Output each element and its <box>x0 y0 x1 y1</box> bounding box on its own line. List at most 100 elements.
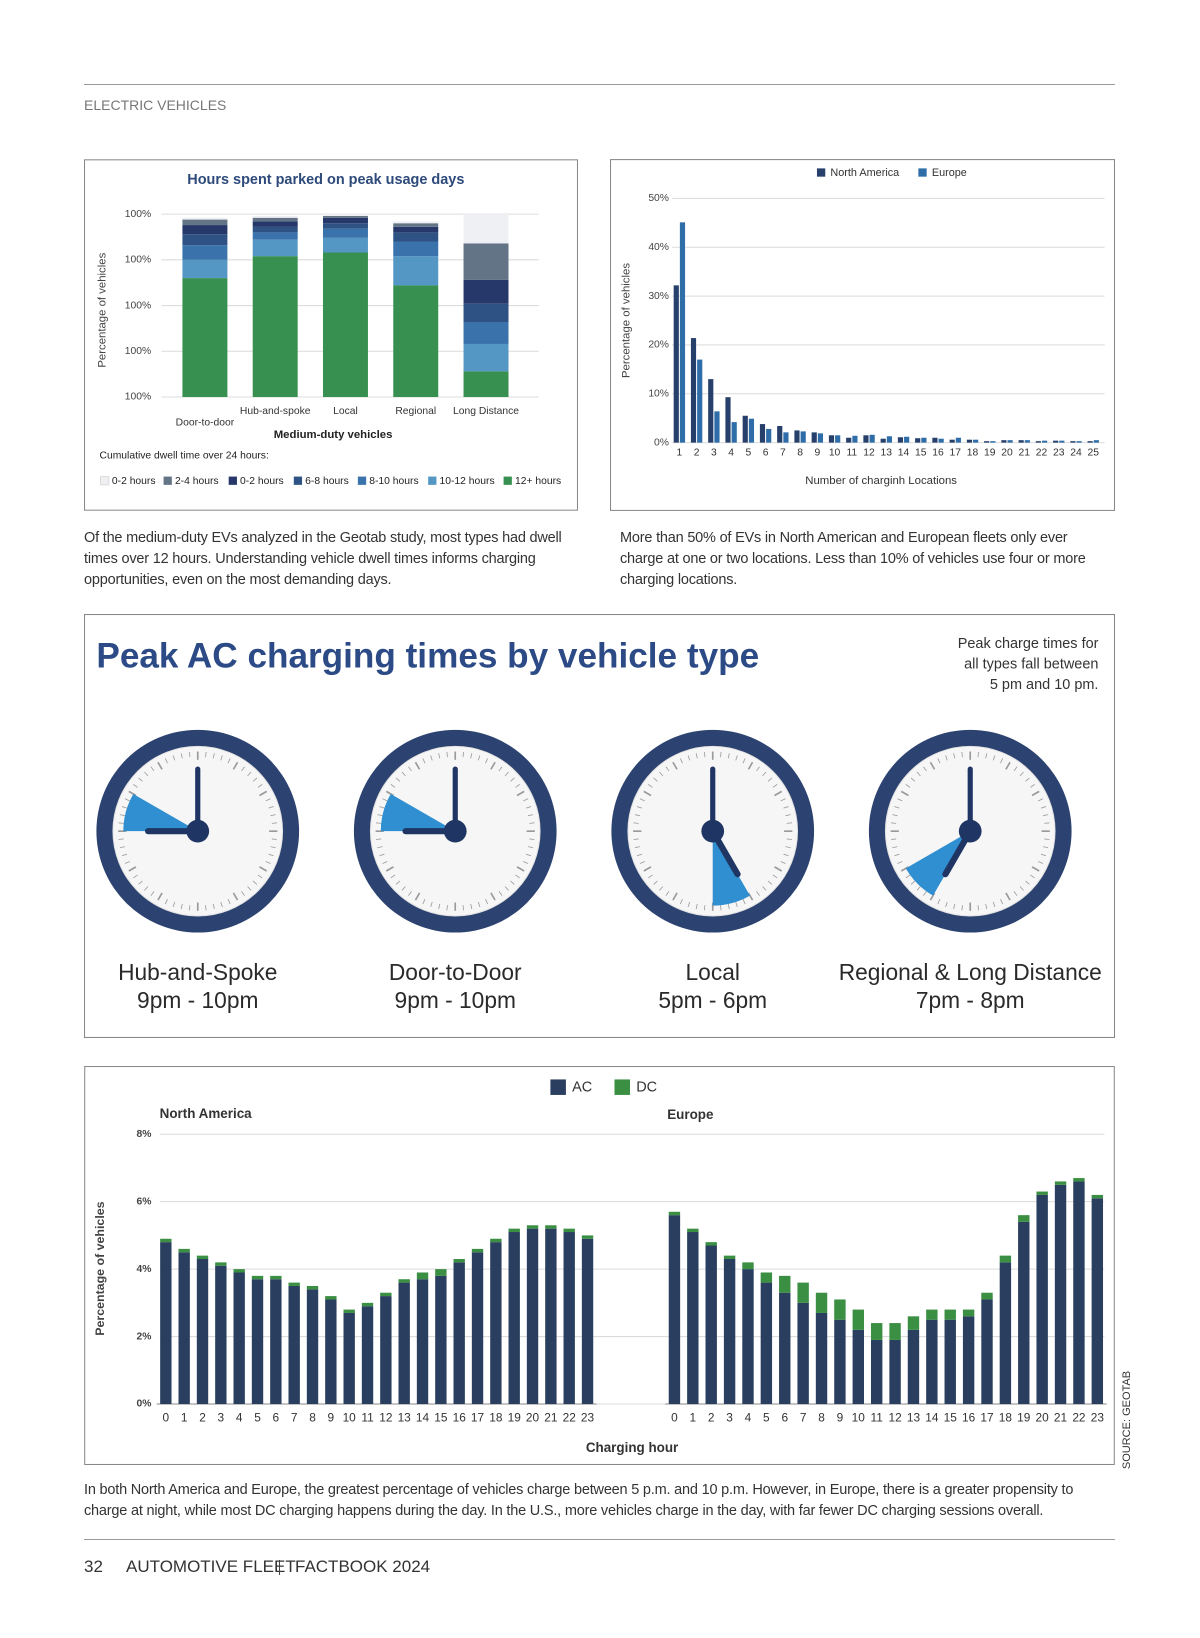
x-tick-label: 15 <box>434 1411 448 1425</box>
clock-tick <box>636 853 643 857</box>
clock-tick <box>414 761 421 770</box>
clock-tick <box>633 822 639 824</box>
bar <box>697 359 703 443</box>
bar-segment <box>490 1242 502 1405</box>
clock-tick <box>1025 880 1030 885</box>
bar-segment <box>393 232 439 242</box>
x-tick-label: 14 <box>416 1411 430 1425</box>
x-tick-label: 8 <box>818 1411 825 1425</box>
bar-segment <box>398 1279 410 1283</box>
clock-tick <box>527 846 534 849</box>
bar-segment <box>322 237 368 253</box>
bar-segment <box>463 214 509 244</box>
clock-tick <box>1031 866 1040 872</box>
y-axis-label: Percentage of vehicles <box>621 263 633 378</box>
clock-tick <box>687 901 691 908</box>
x-tick-label: 3 <box>218 1411 225 1425</box>
bar-segment <box>322 252 368 398</box>
bar-segment <box>343 1309 355 1313</box>
bar-segment <box>178 1248 190 1253</box>
x-tick-label: 20 <box>1001 448 1013 459</box>
clock-tick <box>212 753 215 759</box>
clock-tick <box>259 866 268 872</box>
bar <box>1001 440 1007 443</box>
bar-segment <box>182 225 228 235</box>
clock-tick <box>446 905 448 911</box>
x-axis-label: Number of charginh Locations <box>805 475 957 487</box>
clock-tick <box>252 880 258 885</box>
clock-tick <box>516 866 525 872</box>
clock-tick <box>121 853 128 857</box>
x-tick-label: 14 <box>898 448 910 459</box>
bar-segment <box>870 1339 883 1405</box>
clock-tick <box>376 822 382 824</box>
bar-segment <box>705 1245 717 1405</box>
clock-tick <box>937 899 941 905</box>
x-tick-label: 23 <box>1091 1411 1105 1425</box>
x-tick-label: 18 <box>967 448 979 459</box>
y-tick-label: 8% <box>136 1129 151 1140</box>
bar-segment <box>526 1228 539 1405</box>
clock-tick <box>774 790 783 797</box>
clock-tick <box>241 891 245 896</box>
charging-hour-chart: 0% 2% 4% 6% 8% Percentage of vehicles AC DC Nort… <box>84 1066 1115 1465</box>
clock-tick <box>648 874 653 879</box>
bar-segment <box>944 1309 956 1320</box>
x-tick-label: 3 <box>726 1411 733 1425</box>
clock-tick <box>648 784 653 788</box>
bar-segment <box>1073 1178 1085 1182</box>
x-tick-label: 6 <box>273 1411 280 1425</box>
bar-segment <box>398 1282 410 1405</box>
bar-segment <box>322 215 368 218</box>
clock-tick <box>720 905 722 911</box>
bar-segment <box>563 1232 575 1405</box>
bar-segment <box>687 1228 699 1233</box>
peak-wedge <box>380 793 456 832</box>
x-tick-label: 1 <box>676 448 682 459</box>
clock-tick <box>510 777 515 782</box>
clock-tick <box>786 838 792 840</box>
clock-tick <box>890 838 897 840</box>
clock-tick <box>128 866 137 872</box>
bar <box>835 435 841 443</box>
clock-tick <box>271 822 277 824</box>
legend-label: 8-10 hours <box>369 476 418 487</box>
caption: Of the medium-duty EVs analyzed in the G… <box>84 530 562 588</box>
legend-swatch <box>816 168 826 177</box>
clock-tick <box>1030 874 1035 879</box>
clock-tick <box>720 751 722 758</box>
bar-segment <box>742 1269 754 1405</box>
bar-segment <box>687 1232 699 1405</box>
bar-segment <box>196 1255 209 1260</box>
clock-tick <box>695 903 698 910</box>
bar <box>1042 440 1048 443</box>
clock-tick <box>510 880 515 885</box>
clock-tick <box>470 903 473 910</box>
clock-tick <box>695 753 698 759</box>
clock-tick <box>515 874 520 879</box>
bar-segment <box>815 1312 828 1405</box>
bar-segment <box>668 1215 681 1405</box>
bar <box>966 439 973 443</box>
clock-tick <box>382 798 388 802</box>
bar-segment <box>343 1312 355 1405</box>
bar-segment <box>233 1272 245 1405</box>
clock-tick <box>742 758 746 764</box>
section-label: ELECTRIC VEHICLES <box>84 97 227 113</box>
bar-segment <box>325 1299 337 1405</box>
bar-segment <box>508 1232 520 1405</box>
clock-tick <box>504 886 509 891</box>
clock-tick <box>430 755 433 761</box>
bar-segment <box>252 217 298 222</box>
clock-tick <box>634 846 640 849</box>
clock-tick <box>138 880 143 885</box>
x-tick-label: 21 <box>544 1411 558 1425</box>
legend-swatch <box>293 476 303 485</box>
clock <box>611 729 815 933</box>
clock-tick <box>783 806 789 809</box>
bar <box>938 438 944 443</box>
clock-tick <box>653 777 658 782</box>
bar <box>783 432 789 443</box>
clock-tick <box>422 758 426 764</box>
x-tick-label: 24 <box>1070 448 1082 459</box>
